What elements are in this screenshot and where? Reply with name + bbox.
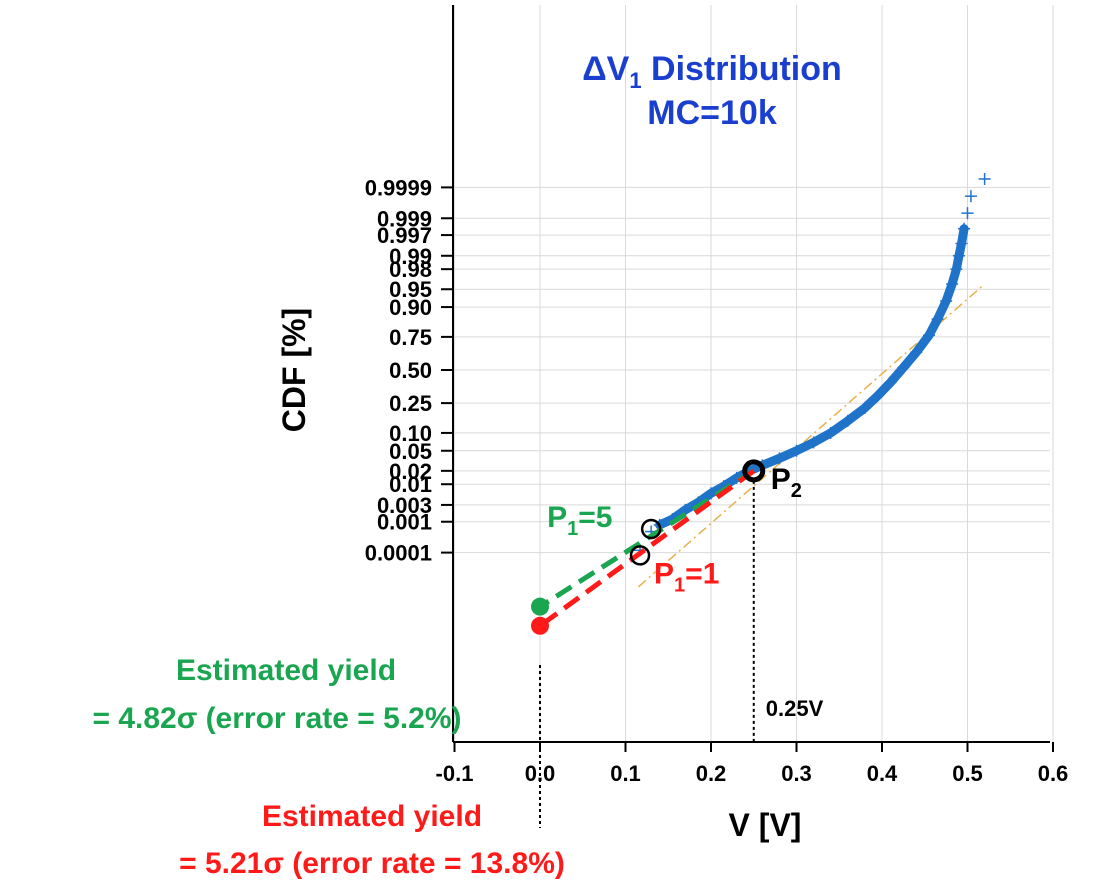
y-tick-label: 0.997 bbox=[377, 223, 432, 248]
data-point bbox=[952, 249, 965, 262]
y-tick-label: 0.95 bbox=[389, 277, 432, 302]
y-tick-label: 0.25 bbox=[389, 391, 432, 416]
x-axis-title: V [V] bbox=[729, 807, 802, 843]
p1-red-label: P1=1 bbox=[654, 557, 719, 596]
y-tick-label: 0.003 bbox=[377, 493, 432, 518]
data-point bbox=[940, 295, 953, 308]
y-tick-label: 0.99 bbox=[389, 244, 432, 269]
data-point bbox=[807, 436, 820, 449]
green-yield-dot bbox=[531, 597, 549, 616]
chart-title-line2: MC=10k bbox=[647, 94, 777, 132]
y-tick-label: 0.10 bbox=[389, 421, 432, 446]
data-point bbox=[824, 426, 837, 439]
dense-sample-band bbox=[655, 224, 969, 530]
data-point bbox=[773, 452, 786, 465]
data-point bbox=[790, 444, 803, 457]
y-tick-label: 0.999 bbox=[377, 206, 432, 231]
data-point bbox=[958, 222, 971, 235]
data-point bbox=[923, 329, 936, 342]
red-yield-title: Estimated yield bbox=[262, 800, 482, 833]
x-tick-label: 0.1 bbox=[610, 761, 641, 786]
data-point bbox=[955, 237, 968, 250]
p2-marker bbox=[742, 459, 766, 483]
data-point bbox=[931, 313, 944, 326]
data-points bbox=[634, 172, 991, 557]
data-point bbox=[871, 389, 884, 402]
green-yield-value: = 4.82σ (error rate = 5.2%) bbox=[92, 702, 461, 735]
data-point bbox=[961, 207, 974, 220]
y-tick-label: 0.05 bbox=[389, 439, 432, 464]
y-tick-label: 0.90 bbox=[389, 295, 432, 320]
x-tick-label: 0.4 bbox=[867, 761, 898, 786]
p1-red-marker bbox=[629, 545, 651, 566]
data-point bbox=[910, 346, 923, 359]
red-extrapolation-line bbox=[538, 468, 756, 628]
data-point bbox=[679, 503, 692, 516]
x-tick-label: 0.3 bbox=[781, 761, 812, 786]
data-point bbox=[978, 172, 991, 185]
x-tick-label: 0.2 bbox=[696, 761, 727, 786]
data-point bbox=[884, 376, 897, 389]
x-tick-label: -0.1 bbox=[436, 761, 474, 786]
green-extrapolation-line bbox=[538, 468, 756, 609]
red-yield-dot bbox=[531, 616, 549, 635]
data-point bbox=[964, 190, 977, 203]
y-tick-label: 0.50 bbox=[389, 358, 432, 383]
red-yield-value: = 5.21σ (error rate = 13.8%) bbox=[179, 847, 565, 880]
p2-label: P2 bbox=[771, 463, 802, 502]
y-tick-label: 0.98 bbox=[389, 257, 432, 282]
x-tick-label: 0.6 bbox=[1038, 761, 1069, 786]
v025-label: 0.25V bbox=[766, 696, 824, 721]
p1-green-marker bbox=[640, 518, 662, 540]
y-tick-label: 0.9999 bbox=[365, 175, 432, 200]
data-point bbox=[841, 414, 854, 427]
y-tick-label: 0.75 bbox=[389, 325, 432, 350]
annotations: 0.25V P2 P1=5 P1=1 Estimated yield = 4.82σ (e… bbox=[92, 459, 824, 880]
y-tick-label: 0.001 bbox=[377, 510, 432, 535]
x-tick-labels: -0.1 0.0 0.1 0.2 0.3 0.4 0.5 0.6 bbox=[436, 742, 1069, 786]
green-yield-title: Estimated yield bbox=[176, 654, 396, 687]
y-axis-title: CDF [%] bbox=[276, 308, 312, 432]
data-point bbox=[897, 361, 910, 374]
data-point bbox=[858, 401, 871, 414]
data-point bbox=[946, 278, 959, 291]
p1-green-label: P1=5 bbox=[547, 501, 612, 540]
chart-title-line1: ΔV1 Distribution bbox=[582, 50, 842, 93]
y-tick-label: 0.02 bbox=[389, 459, 432, 484]
y-tick-label: 0.0001 bbox=[365, 541, 432, 566]
x-tick-label: 0.5 bbox=[952, 761, 983, 786]
data-point bbox=[950, 263, 963, 276]
y-tick-label: 0.01 bbox=[389, 472, 432, 497]
